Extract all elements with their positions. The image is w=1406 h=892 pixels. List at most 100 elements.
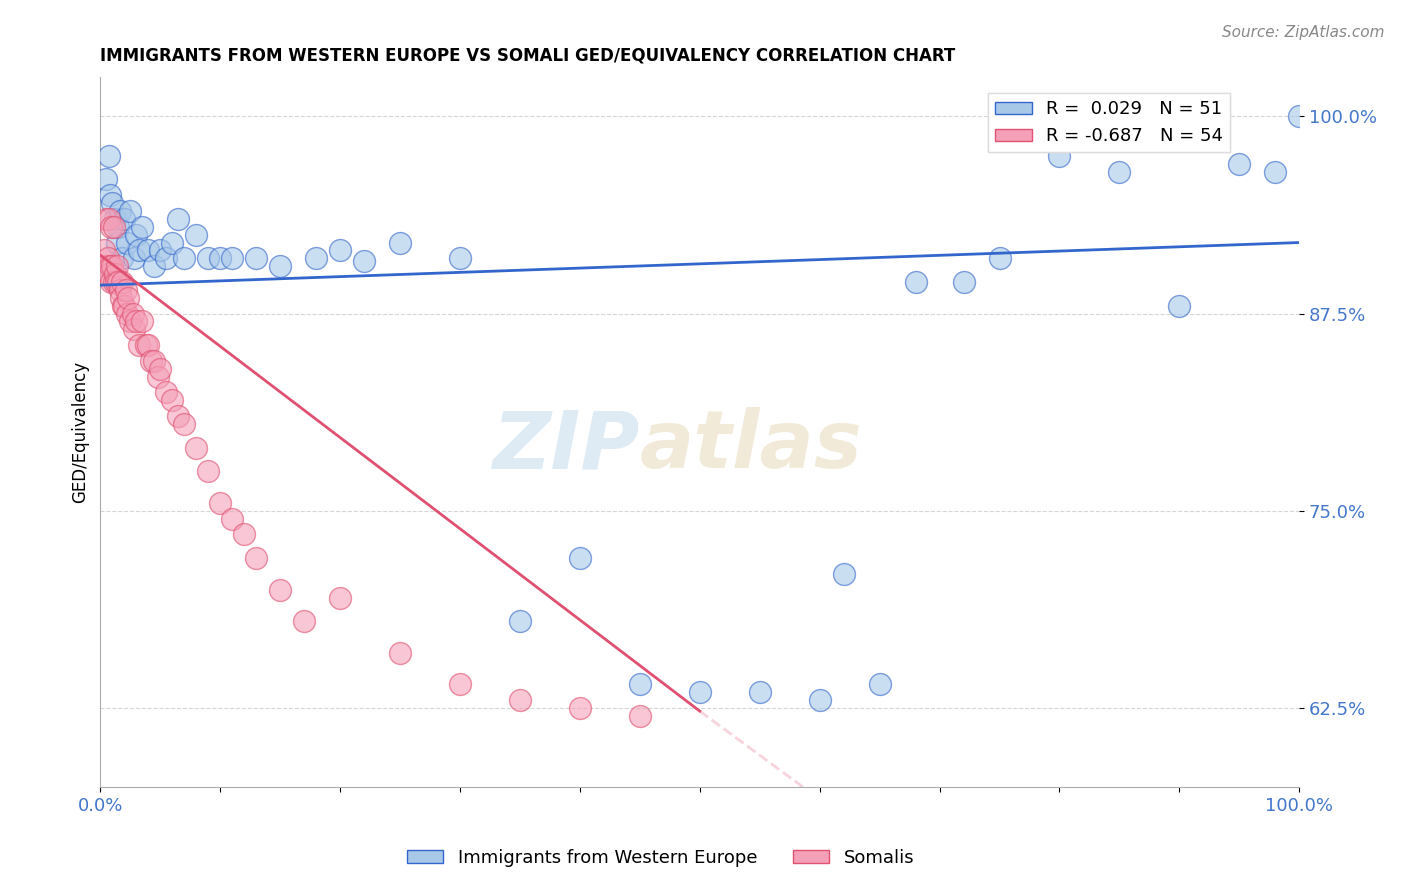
Point — [988, 252, 1011, 266]
Point — [269, 582, 291, 597]
Point — [1264, 164, 1286, 178]
Point — [112, 299, 135, 313]
Point — [143, 259, 166, 273]
Point — [104, 211, 127, 226]
Point — [221, 511, 243, 525]
Point — [162, 393, 184, 408]
Point — [149, 361, 172, 376]
Point — [329, 244, 352, 258]
Point — [128, 338, 150, 352]
Point — [292, 614, 315, 628]
Point — [112, 299, 135, 313]
Point — [233, 527, 256, 541]
Legend: Immigrants from Western Europe, Somalis: Immigrants from Western Europe, Somalis — [399, 842, 922, 874]
Point — [105, 259, 128, 273]
Point — [155, 252, 177, 266]
Point — [108, 204, 131, 219]
Point — [103, 275, 125, 289]
Point — [108, 283, 131, 297]
Point — [115, 306, 138, 320]
Point — [121, 306, 143, 320]
Point — [162, 235, 184, 250]
Point — [568, 551, 591, 566]
Point — [135, 338, 157, 352]
Point — [245, 252, 267, 266]
Point — [96, 252, 118, 266]
Point — [143, 354, 166, 368]
Point — [869, 677, 891, 691]
Point — [117, 291, 139, 305]
Point — [115, 235, 138, 250]
Point — [173, 417, 195, 431]
Point — [173, 252, 195, 266]
Point — [209, 252, 232, 266]
Point — [509, 693, 531, 707]
Point — [114, 283, 136, 297]
Point — [832, 566, 855, 581]
Point — [353, 254, 375, 268]
Point — [125, 314, 148, 328]
Point — [107, 275, 129, 289]
Point — [96, 259, 118, 273]
Point — [120, 204, 142, 219]
Y-axis label: GED/Equivalency: GED/Equivalency — [72, 360, 89, 503]
Point — [509, 614, 531, 628]
Point — [139, 354, 162, 368]
Point — [1288, 109, 1310, 123]
Point — [186, 441, 208, 455]
Point — [167, 409, 190, 423]
Point — [146, 369, 169, 384]
Point — [103, 219, 125, 234]
Point — [568, 701, 591, 715]
Point — [167, 211, 190, 226]
Point — [1168, 299, 1191, 313]
Point — [104, 267, 127, 281]
Point — [131, 219, 153, 234]
Point — [155, 385, 177, 400]
Point — [136, 244, 159, 258]
Point — [245, 551, 267, 566]
Point — [100, 275, 122, 289]
Point — [689, 685, 711, 699]
Text: ZIP: ZIP — [492, 407, 640, 485]
Text: Source: ZipAtlas.com: Source: ZipAtlas.com — [1222, 25, 1385, 40]
Point — [105, 235, 128, 250]
Point — [329, 591, 352, 605]
Point — [100, 219, 122, 234]
Point — [120, 314, 142, 328]
Point — [104, 275, 127, 289]
Point — [131, 314, 153, 328]
Point — [628, 709, 651, 723]
Point — [952, 275, 974, 289]
Point — [101, 196, 124, 211]
Point — [97, 211, 120, 226]
Point — [221, 252, 243, 266]
Point — [269, 259, 291, 273]
Point — [197, 464, 219, 478]
Point — [96, 211, 118, 226]
Point — [389, 235, 412, 250]
Point — [186, 227, 208, 242]
Point — [389, 646, 412, 660]
Point — [808, 693, 831, 707]
Point — [101, 259, 124, 273]
Text: IMMIGRANTS FROM WESTERN EUROPE VS SOMALI GED/EQUIVALENCY CORRELATION CHART: IMMIGRANTS FROM WESTERN EUROPE VS SOMALI… — [100, 46, 956, 64]
Point — [93, 244, 115, 258]
Point — [1227, 156, 1250, 170]
Point — [111, 275, 134, 289]
Point — [1049, 149, 1071, 163]
Point — [122, 322, 145, 336]
Point — [122, 252, 145, 266]
Point — [209, 496, 232, 510]
Point — [97, 149, 120, 163]
Point — [197, 252, 219, 266]
Point — [904, 275, 927, 289]
Point — [1108, 164, 1130, 178]
Point — [128, 244, 150, 258]
Point — [111, 252, 134, 266]
Point — [107, 219, 129, 234]
Point — [98, 259, 121, 273]
Point — [125, 227, 148, 242]
Point — [449, 252, 471, 266]
Point — [96, 172, 118, 186]
